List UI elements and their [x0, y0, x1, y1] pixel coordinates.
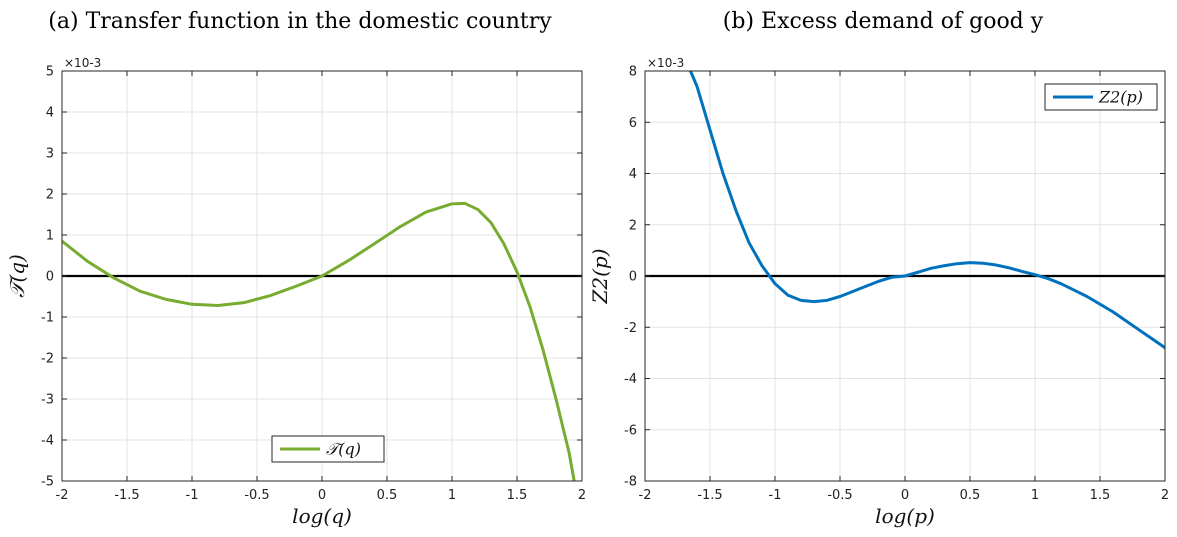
x-tick-label: 1.5	[507, 488, 528, 503]
y-tick-label: -8	[624, 475, 637, 490]
x-tick-label: 1	[448, 488, 456, 503]
x-tick-label: -1.5	[114, 488, 139, 503]
y-tick-label: 4	[629, 167, 637, 182]
x-tick-label: 2	[578, 488, 586, 503]
y-tick-label: -2	[41, 352, 54, 367]
series-group	[62, 201, 576, 481]
y-tick-label: -1	[41, 311, 54, 326]
x-tick-label: 1	[1031, 488, 1039, 503]
y-tick-label: 2	[629, 218, 637, 233]
y-multiplier-label: ×10-3	[64, 56, 101, 70]
x-tick-label: 0.5	[377, 488, 398, 503]
legend: 𝒯(q)	[271, 435, 385, 463]
y-tick-label: -5	[41, 475, 54, 490]
x-axis-label: log(p)	[875, 504, 935, 528]
y-tick-label: 0	[629, 270, 637, 285]
y-tick-label: -6	[624, 423, 637, 438]
x-tick-label: 0.5	[960, 488, 981, 503]
y-multiplier-label: ×10-3	[647, 56, 684, 70]
grid	[61, 70, 583, 482]
chart-panel-b: (b) Excess demand of good y -2 -1.5 -1 -0.5…	[588, 9, 1169, 528]
y-tick-label: 6	[629, 116, 637, 131]
chart-title: (a) Transfer function in the domestic co…	[48, 9, 552, 34]
x-tick-label: -0.5	[827, 488, 852, 503]
y-tick-label: -4	[624, 372, 637, 387]
x-tick-label: 0	[901, 488, 909, 503]
series-line	[62, 201, 576, 481]
x-tick-label: -1	[186, 488, 199, 503]
series-line	[689, 71, 1165, 350]
tick-group: -2 -1.5 -1 -0.5 0 0.5 1 1.5 2 -8 -6 -4 -2 0 2 4 6 8	[624, 65, 1169, 504]
y-axis-label: 𝒯(q)	[5, 254, 29, 298]
y-tick-label: 1	[46, 229, 54, 244]
series-group	[689, 71, 1165, 350]
x-tick-label: -1	[769, 488, 782, 503]
y-tick-label: 5	[46, 65, 54, 80]
y-axis-label: Z2(p)	[588, 248, 612, 304]
legend-label: Z2(p)	[1098, 88, 1143, 107]
y-tick-label: 0	[46, 270, 54, 285]
x-tick-label: -2	[56, 488, 69, 503]
x-tick-label: 1.5	[1090, 488, 1111, 503]
x-axis-label: log(q)	[292, 504, 352, 528]
chart-title: (b) Excess demand of good y	[723, 9, 1044, 34]
y-tick-label: -4	[41, 434, 54, 449]
y-tick-label: -2	[624, 321, 637, 336]
y-tick-label: 8	[629, 65, 637, 80]
tick-group: -2 -1.5 -1 -0.5 0 0.5 1 1.5 2 -5 -4 -3 -2 -1 0 1 2 3 4 5	[41, 65, 586, 504]
x-tick-label: -0.5	[244, 488, 269, 503]
legend-label: 𝒯(q)	[326, 440, 361, 459]
y-tick-label: -3	[41, 393, 54, 408]
x-tick-label: -2	[639, 488, 652, 503]
x-tick-label: -1.5	[697, 488, 722, 503]
y-tick-label: 3	[46, 147, 54, 162]
x-tick-label: 0	[318, 488, 326, 503]
x-tick-label: 2	[1161, 488, 1169, 503]
legend: Z2(p)	[1044, 83, 1158, 111]
y-tick-label: 4	[46, 106, 54, 121]
chart-panel-a: (a) Transfer function in the domestic co…	[5, 9, 586, 528]
y-tick-label: 2	[46, 188, 54, 203]
